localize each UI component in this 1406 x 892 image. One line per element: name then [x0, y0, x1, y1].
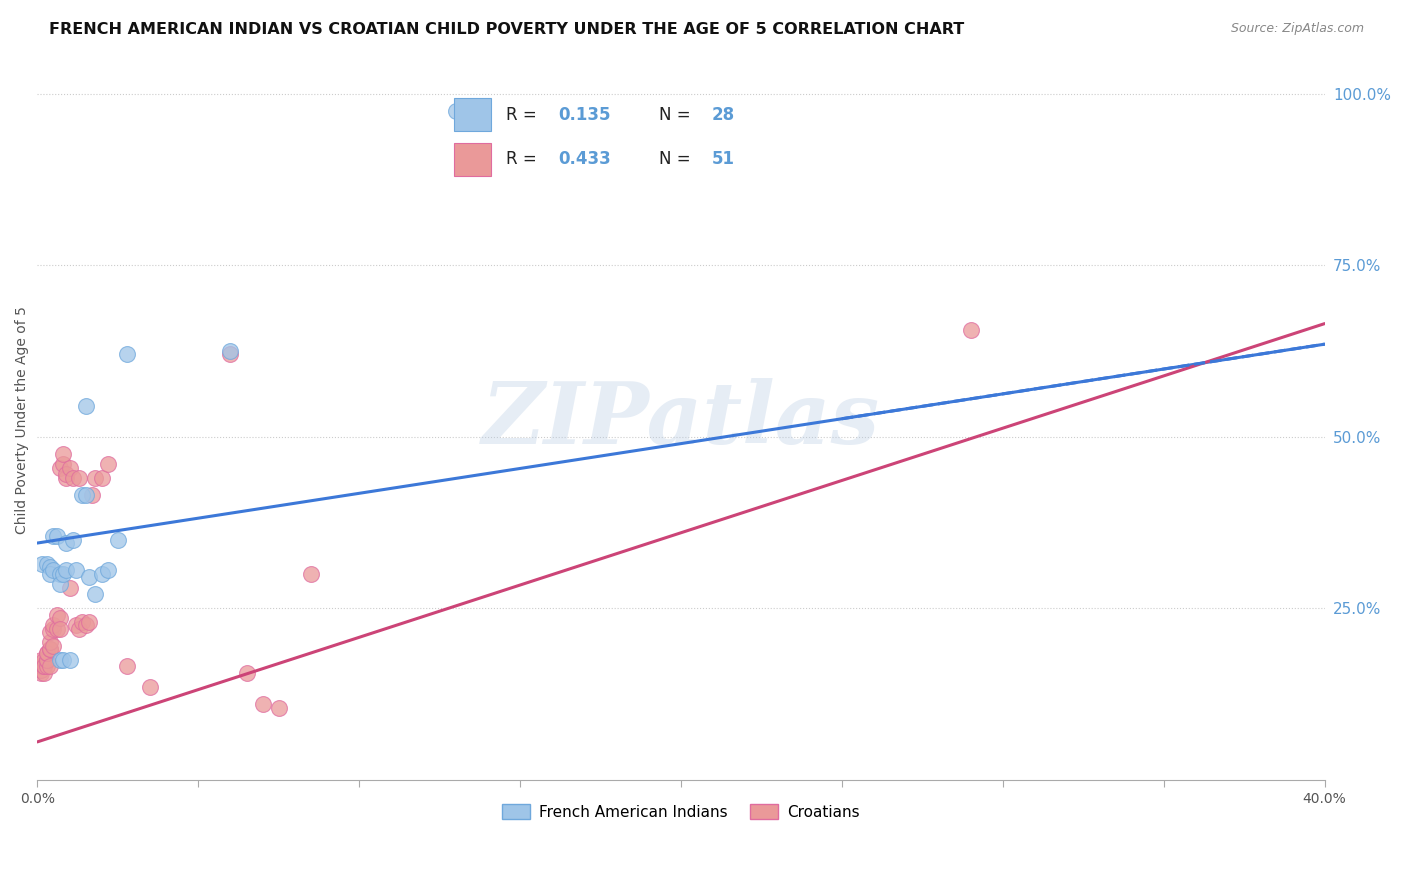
Point: [39, 635, 62, 649]
Point: [52, 447, 75, 461]
Y-axis label: Child Poverty Under the Age of 5: Child Poverty Under the Age of 5: [15, 306, 30, 533]
Point: [49, 577, 72, 591]
Point: [444, 103, 467, 118]
Point: [45, 607, 67, 622]
Point: [97, 457, 120, 471]
Point: [35, 652, 58, 666]
Text: Source: ZipAtlas.com: Source: ZipAtlas.com: [1230, 22, 1364, 36]
Point: [49, 566, 72, 581]
Point: [62, 533, 84, 547]
Point: [84, 587, 107, 601]
Point: [42, 618, 65, 632]
Point: [58, 460, 80, 475]
Point: [62, 471, 84, 485]
Point: [31, 557, 53, 571]
Point: [55, 564, 77, 578]
Point: [58, 652, 80, 666]
Point: [267, 700, 290, 714]
Point: [52, 457, 75, 471]
Point: [35, 646, 58, 660]
Point: [65, 564, 87, 578]
Point: [77, 615, 100, 629]
Point: [117, 659, 139, 673]
Point: [30, 663, 52, 677]
Point: [39, 642, 62, 657]
Point: [55, 467, 77, 482]
Point: [139, 680, 162, 694]
Point: [49, 622, 72, 636]
Point: [219, 344, 242, 359]
Point: [32, 652, 55, 666]
Point: [219, 347, 242, 361]
Point: [80, 488, 103, 502]
Point: [32, 659, 55, 673]
Point: [39, 659, 62, 673]
Point: [65, 618, 87, 632]
Point: [35, 557, 58, 571]
Point: [39, 560, 62, 574]
Point: [45, 622, 67, 636]
Point: [30, 666, 52, 681]
Point: [42, 564, 65, 578]
Point: [84, 471, 107, 485]
Point: [77, 570, 100, 584]
Point: [32, 666, 55, 681]
Point: [75, 399, 97, 413]
Point: [299, 566, 322, 581]
Point: [52, 566, 75, 581]
Point: [75, 618, 97, 632]
Point: [49, 611, 72, 625]
Legend: French American Indians, Croatians: French American Indians, Croatians: [496, 798, 866, 826]
Point: [235, 666, 257, 681]
Point: [35, 652, 58, 666]
Point: [39, 566, 62, 581]
Point: [55, 536, 77, 550]
Point: [35, 659, 58, 673]
Text: ZIPatlas: ZIPatlas: [482, 378, 880, 461]
Point: [959, 323, 981, 337]
Point: [72, 488, 94, 502]
Point: [252, 697, 274, 711]
Point: [107, 533, 129, 547]
Text: FRENCH AMERICAN INDIAN VS CROATIAN CHILD POVERTY UNDER THE AGE OF 5 CORRELATION : FRENCH AMERICAN INDIAN VS CROATIAN CHILD…: [49, 22, 965, 37]
Point: [49, 460, 72, 475]
Point: [30, 659, 52, 673]
Point: [39, 642, 62, 657]
Point: [45, 529, 67, 543]
Point: [52, 652, 75, 666]
Point: [97, 564, 120, 578]
Point: [75, 488, 97, 502]
Point: [49, 652, 72, 666]
Point: [67, 471, 90, 485]
Point: [32, 659, 55, 673]
Point: [90, 471, 112, 485]
Point: [42, 622, 65, 636]
Point: [42, 639, 65, 653]
Point: [42, 529, 65, 543]
Point: [30, 652, 52, 666]
Point: [55, 471, 77, 485]
Point: [67, 622, 90, 636]
Point: [35, 646, 58, 660]
Point: [72, 615, 94, 629]
Point: [58, 581, 80, 595]
Point: [39, 625, 62, 640]
Point: [117, 347, 139, 361]
Point: [90, 566, 112, 581]
